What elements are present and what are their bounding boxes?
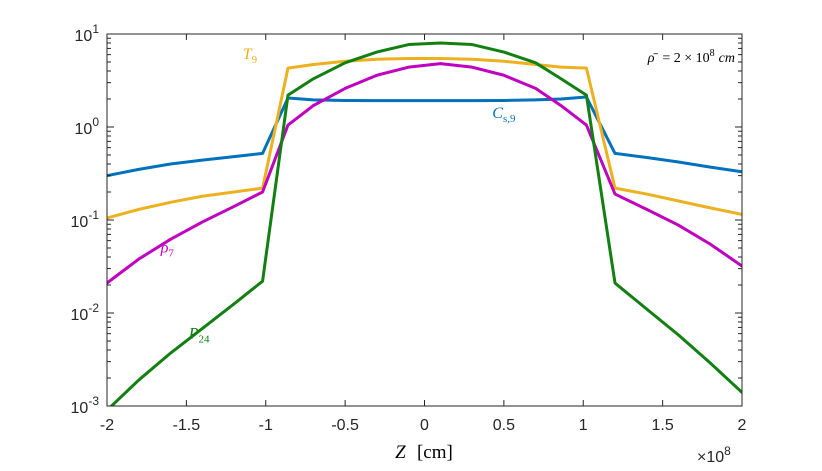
y-tick-label: 101 xyxy=(75,22,100,45)
series-label-p-24: P24 xyxy=(188,326,210,346)
density-annotation: ρ̄ = 2 × 108 cm xyxy=(647,48,735,66)
x-tick-label: 0.5 xyxy=(493,417,515,434)
series-line-c-s-9 xyxy=(107,95,742,178)
x-tick-label: -2 xyxy=(100,417,114,434)
series-labels: Cs,9 T9 ρ7 P24 xyxy=(160,46,516,346)
series-line-rho-7 xyxy=(107,62,742,285)
series-line-p-24 xyxy=(109,41,742,406)
y-tick-label: 100 xyxy=(75,115,100,138)
series-label-t-9: T9 xyxy=(243,46,258,66)
series-line-t-9 xyxy=(107,57,742,220)
series-layer xyxy=(107,41,742,406)
y-tick-label: 10-1 xyxy=(71,208,100,231)
tick-marks xyxy=(106,33,743,407)
y-tick-labels: 101 100 10-1 10-2 10-3 xyxy=(71,22,100,417)
x-tick-label: -0.5 xyxy=(331,417,359,434)
x-tick-label: 2 xyxy=(738,417,747,434)
x-tick-label: 1 xyxy=(579,417,588,434)
x-tick-label: 1.5 xyxy=(652,417,674,434)
series-label-rho-7: ρ7 xyxy=(160,239,175,259)
x-multiplier: ×108 xyxy=(697,444,731,466)
x-tick-labels: -2 -1.5 -1 -0.5 0 0.5 1 1.5 2 xyxy=(100,417,747,434)
y-tick-label: 10-2 xyxy=(71,301,100,324)
x-axis-label: Z [cm] xyxy=(395,442,453,463)
series-label-c-s-9: Cs,9 xyxy=(492,105,516,125)
y-tick-label: 10-3 xyxy=(71,394,100,417)
x-tick-label: 0 xyxy=(420,417,429,434)
x-tick-label: -1.5 xyxy=(173,417,201,434)
x-tick-label: -1 xyxy=(259,417,273,434)
plot-area xyxy=(107,34,742,406)
